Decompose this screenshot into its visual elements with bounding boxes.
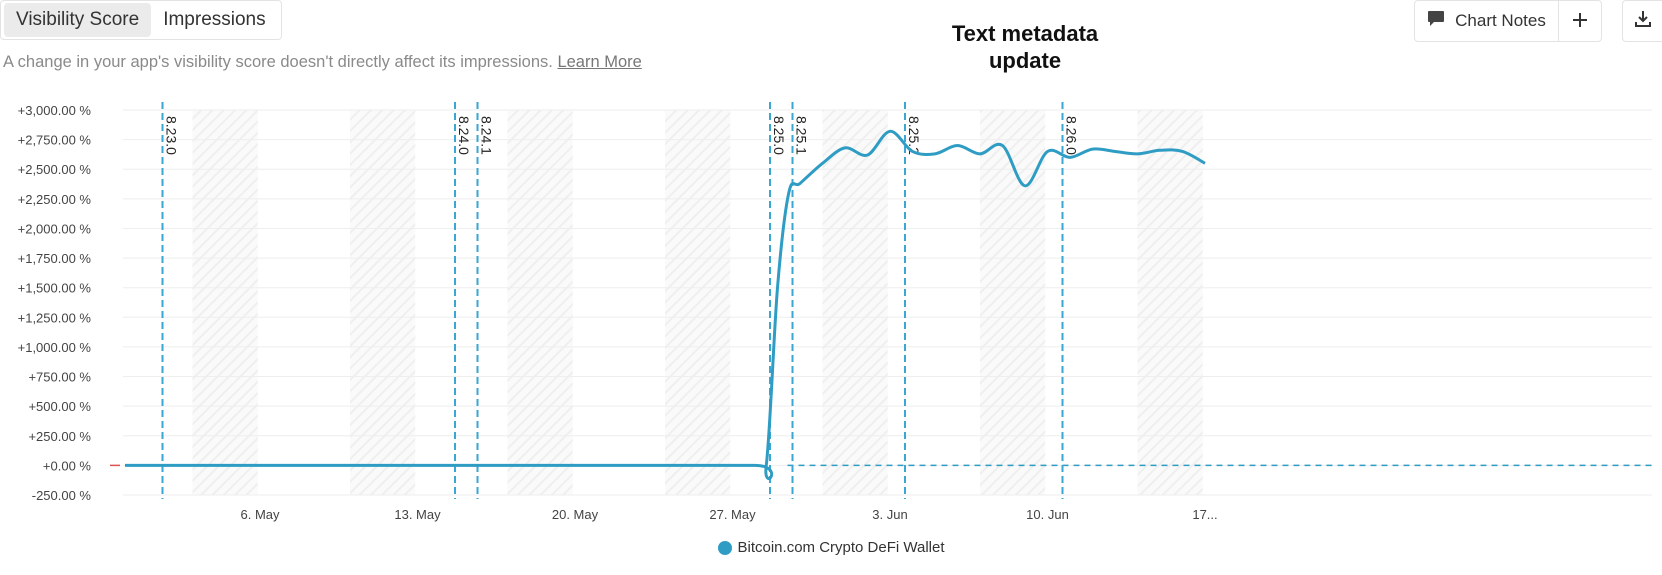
annotation-line-2: update [988,48,1062,73]
weekend-band [1137,110,1203,495]
weekend-band [822,110,888,495]
chart-description: A change in your app's visibility score … [3,53,642,72]
chart-notes-label: Chart Notes [1455,11,1546,30]
version-marker-label: 8.25.0 [771,116,787,155]
y-tick-label: -250.00 % [32,488,92,503]
learn-more-link[interactable]: Learn More [557,53,642,71]
plus-icon [1572,7,1588,35]
weekend-band [507,110,573,495]
y-tick-label: +0.00 % [43,458,92,473]
download-button[interactable] [1622,0,1662,42]
tab-impressions[interactable]: Impressions [163,9,266,30]
weekend-band [350,110,416,495]
visibility-chart: -250.00 % +0.00 % +250.00 % +500.00 % +750.0… [18,102,1652,522]
y-tick-label: +1,500.00 % [18,281,92,296]
x-tick-label: 10. Jun [1026,507,1069,522]
weekend-band [192,110,258,495]
description-text: A change in your app's visibility score … [3,53,553,71]
comment-icon [1427,10,1445,32]
version-marker-label: 8.24.1 [479,116,495,155]
x-tick-label: 17... [1192,507,1217,522]
legend-item[interactable]: Bitcoin.com Crypto DeFi Wallet [717,539,945,556]
metric-tabs: Visibility Score Impressions [0,0,282,40]
annotation-text-metadata-update: Text metadata update [915,20,1135,74]
chart-notes-button[interactable]: Chart Notes [1415,1,1559,41]
legend-label: Bitcoin.com Crypto DeFi Wallet [737,539,945,556]
y-tick-label: +1,750.00 % [18,251,92,266]
x-tick-label: 13. May [394,507,441,522]
x-tick-label: 27. May [709,507,756,522]
chart-legend: Bitcoin.com Crypto DeFi Wallet [0,539,1662,556]
x-tick-label: 3. Jun [872,507,907,522]
version-marker-label: 8.24.0 [456,116,472,155]
add-note-button[interactable] [1559,1,1601,41]
download-icon [1634,10,1652,33]
version-marker-label: 8.26.0 [1064,116,1080,155]
tab-visibility-score[interactable]: Visibility Score [4,3,152,37]
weekend-band [665,110,731,495]
y-tick-label: +1,250.00 % [18,310,92,325]
y-tick-label: +2,000.00 % [18,221,92,236]
y-tick-label: +1,000.00 % [18,340,92,355]
y-tick-label: +2,250.00 % [18,192,92,207]
series-line [125,129,1206,480]
x-tick-label: 6. May [240,507,280,522]
y-tick-label: +2,500.00 % [18,162,92,177]
legend-swatch [717,540,732,555]
annotation-line-1: Text metadata [951,21,1099,46]
x-tick-label: 20. May [552,507,599,522]
y-tick-label: +500.00 % [28,399,91,414]
y-tick-label: +250.00 % [28,429,91,444]
chart-notes-group: Chart Notes [1414,0,1602,42]
y-tick-label: +3,000.00 % [18,103,92,118]
version-marker-label: 8.25.2 [906,116,922,155]
version-marker-label: 8.25.1 [794,116,810,155]
y-tick-label: +2,750.00 % [18,133,92,148]
y-tick-label: +750.00 % [28,370,91,385]
version-marker-label: 8.23.0 [164,116,180,155]
